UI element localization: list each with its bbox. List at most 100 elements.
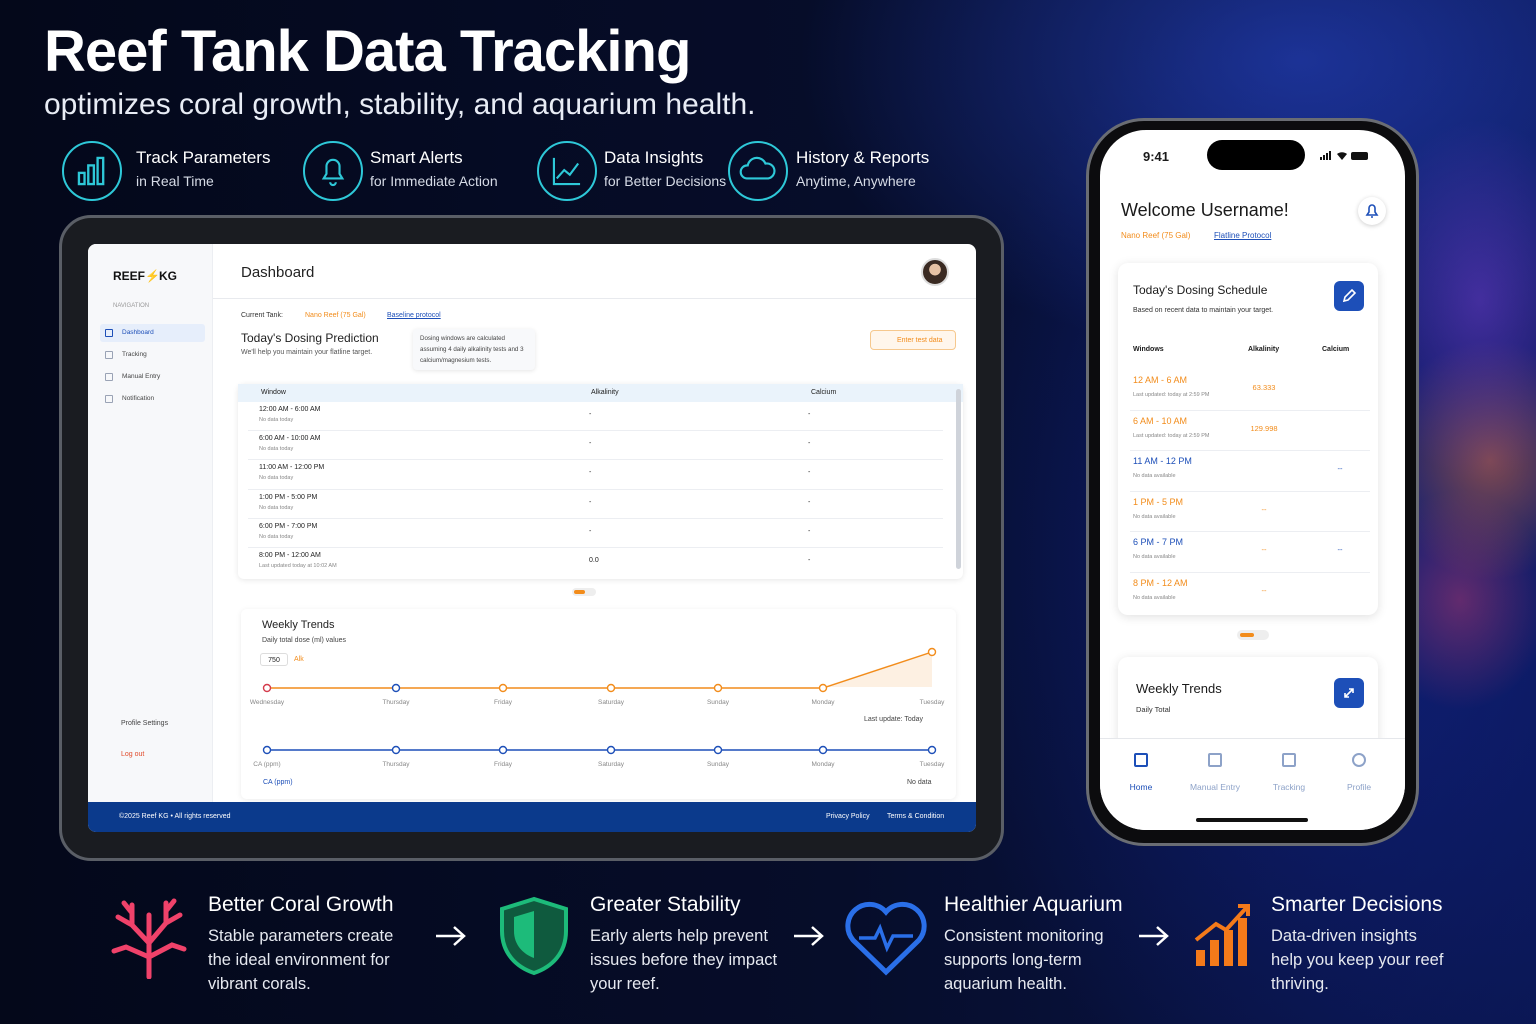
alk-status: Last update: Today: [864, 716, 924, 723]
expand-button[interactable]: [1334, 678, 1364, 708]
tab-icon[interactable]: [1208, 753, 1222, 767]
logout-link[interactable]: Log out: [121, 751, 145, 758]
nav-item[interactable]: Tracking: [122, 351, 147, 358]
row-calcium: -: [808, 411, 811, 418]
schedule-card: [1118, 263, 1378, 615]
trends-title: Weekly Trends: [262, 619, 335, 631]
coral-icon: [111, 898, 187, 979]
dynamic-island: [1207, 140, 1305, 170]
feature-subtitle: Anytime, Anywhere: [796, 173, 916, 189]
info-note: Dosing windows are calculated assuming 4…: [413, 329, 535, 370]
row-alkalinity: --: [1261, 545, 1267, 554]
benefit-text: Consistent monitoring supports long-term…: [944, 927, 1104, 993]
row-window: 12 AM - 6 AM: [1133, 375, 1188, 385]
table-header-cell: Calcium: [811, 389, 837, 396]
sidebar: REEF⚡KG NAVIGATION Profile Settings Log …: [88, 244, 213, 802]
nav-item[interactable]: Notification: [122, 395, 155, 402]
tab-label[interactable]: Home: [1129, 782, 1153, 792]
expand-icon: [1344, 688, 1354, 698]
row-note: Last updated: today at 2:59 PM: [1133, 432, 1210, 439]
ca-legend: CA (ppm): [263, 779, 293, 786]
footer-link[interactable]: Privacy Policy: [826, 813, 870, 820]
benefit-title: Healthier Aquarium: [944, 893, 1123, 916]
row-alkalinity: -: [589, 440, 592, 448]
benefit-text: Stable parameters create the ideal envir…: [208, 927, 394, 993]
row-divider: [248, 430, 943, 432]
row-note: No data available: [1133, 513, 1176, 520]
row-divider: [248, 517, 943, 519]
row-window: 8 PM - 12 AM: [1133, 577, 1188, 588]
protocol-link[interactable]: Baseline protocol: [387, 312, 441, 319]
phone-screen: 9:41 Welcome Username! Nano Reef (75 Gal…: [1100, 130, 1405, 830]
day-label: Friday: [493, 761, 513, 768]
logo-text: KG: [159, 269, 178, 283]
tab-label[interactable]: Tracking: [1272, 782, 1306, 792]
feature-icon: [62, 141, 122, 201]
row-window: 6 PM - 7 PM: [1133, 537, 1184, 547]
benefit-text: Early alerts help prevent issues before …: [590, 927, 778, 993]
schedule-title: Today's Dosing Schedule: [1133, 283, 1268, 297]
logo-text: REEF: [113, 269, 146, 283]
benefit-text: Data-driven insights help you keep your …: [1271, 927, 1444, 993]
row-note: Last updated: today at 2:59 PM: [1133, 392, 1210, 398]
enter-data-button[interactable]: Enter test data: [870, 330, 956, 350]
pager: [1237, 630, 1269, 640]
edit-icon: [1342, 288, 1357, 303]
status-time: 9:41: [1143, 149, 1170, 164]
profile-link[interactable]: Profile Settings: [121, 720, 169, 727]
welcome: Welcome Username!: [1121, 200, 1289, 220]
tank-name: Nano Reef (75 Gal): [305, 312, 366, 319]
row-calcium: --: [1337, 545, 1343, 554]
title: Reef Tank Data Tracking: [44, 19, 691, 84]
feature-subtitle: for Better Decisions: [604, 173, 727, 189]
tab-label[interactable]: Manual Entry: [1189, 782, 1241, 792]
nav-item[interactable]: Manual Entry: [122, 373, 161, 380]
tab-icon[interactable]: [1282, 753, 1296, 767]
benefit-title: Better Coral Growth: [208, 893, 394, 916]
day-label: Wednesday: [249, 699, 285, 706]
edit-button[interactable]: [1334, 281, 1364, 311]
row-divider: [1130, 531, 1370, 532]
prediction-title: Today's Dosing Prediction: [241, 331, 379, 345]
subtitle: optimizes coral growth, stability, and a…: [44, 88, 756, 121]
alk-label: Alk: [294, 656, 304, 663]
tab-icon[interactable]: [1134, 753, 1148, 767]
day-label: Tuesday: [919, 761, 945, 768]
feature-icon: [537, 141, 597, 201]
row-window: 1 PM - 5 PM: [1133, 496, 1184, 507]
current-tank-label: Current Tank:: [241, 312, 283, 319]
row-calcium: --: [1337, 464, 1343, 473]
status-icons: [1320, 151, 1368, 160]
protocol-link[interactable]: Flatline Protocol: [1214, 231, 1272, 240]
row-window: 6 AM - 10 AM: [1133, 415, 1188, 426]
row-note: No data today: [259, 417, 294, 423]
day-label: Sunday: [706, 699, 730, 706]
home-indicator: [1196, 818, 1308, 822]
day-label: Thursday: [382, 699, 410, 706]
tab-icon[interactable]: [1352, 753, 1366, 767]
trend-lines: [262, 647, 937, 755]
nav-item[interactable]: Dashboard: [122, 329, 154, 336]
row-calcium: -: [808, 469, 811, 477]
scrollbar: [956, 389, 961, 569]
row-alkalinity: -: [589, 498, 592, 506]
footer-link[interactable]: Terms & Condition: [887, 813, 945, 820]
row-divider: [1130, 571, 1370, 573]
feature-icon: [303, 141, 363, 201]
row-note: No data today: [259, 533, 294, 540]
bell-button[interactable]: [1358, 197, 1386, 225]
avatar[interactable]: [921, 258, 949, 286]
feature-icon: [728, 141, 788, 201]
row-calcium: -: [808, 498, 811, 506]
trends-sub: Daily Total: [1136, 705, 1171, 714]
feature-title: History & Reports: [796, 148, 930, 167]
tab-label[interactable]: Profile: [1346, 782, 1372, 792]
benefit-title: Smarter Decisions: [1271, 893, 1443, 916]
table-header-cell: Alkalinity: [591, 389, 619, 396]
row-alkalinity: -: [589, 411, 592, 418]
logo: REEF⚡KG: [113, 269, 177, 283]
logo-mark: ⚡: [145, 269, 160, 283]
schedule-sub: Based on recent data to maintain your ta…: [1133, 307, 1274, 314]
row-alkalinity: 63.333: [1252, 383, 1276, 392]
